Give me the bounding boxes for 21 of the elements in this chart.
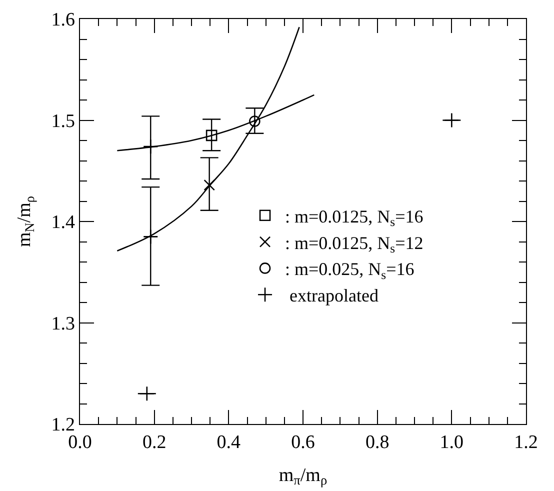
point	[142, 229, 158, 244]
legend-label: : m=0.0125, N$_{s}$=12	[285, 232, 424, 256]
point	[139, 386, 155, 402]
x-tick-label: 1.0	[440, 432, 464, 453]
point	[444, 112, 460, 128]
legend-label: : m=0.0125, N$_{s}$=16	[285, 206, 424, 230]
x-axis-title: m$_{π}$/m$_{ρ}$	[278, 464, 328, 488]
y-tick-label: 1.3	[51, 313, 76, 334]
x-tick-label: 0.4	[216, 432, 242, 453]
x-tick-label: 0.8	[365, 432, 390, 453]
point	[204, 179, 215, 191]
legend-label: extrapolated	[285, 286, 378, 306]
x-tick-label: 0.2	[142, 432, 166, 453]
point	[249, 116, 260, 127]
x-tick-label: 0.6	[291, 432, 315, 453]
y-tick-label: 1.4	[51, 212, 76, 234]
y-tick-label: 1.5	[51, 110, 76, 132]
y-tick-label: 1.6	[51, 10, 76, 31]
x-tick-label: 1.2	[514, 432, 538, 453]
point	[206, 130, 218, 142]
legend-label: : m=0.025, N$_{s}$=16	[285, 259, 414, 282]
